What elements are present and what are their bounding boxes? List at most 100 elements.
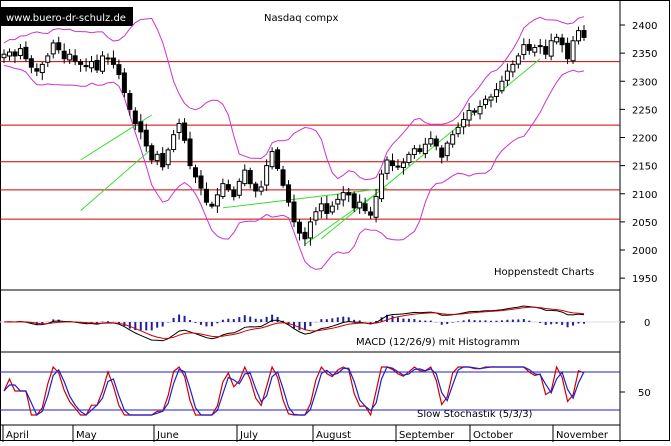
price-tick-label: 2000	[632, 246, 657, 257]
source-label-box	[0, 7, 133, 26]
candle-up	[335, 198, 341, 205]
candle-down	[351, 193, 357, 209]
candle-down	[389, 160, 395, 167]
candle-up	[242, 169, 248, 185]
candle-down	[149, 145, 155, 161]
candle-up	[576, 30, 582, 42]
candle-up	[554, 36, 560, 43]
candle-down	[203, 188, 209, 203]
month-label: July	[239, 430, 258, 441]
candle-up	[499, 80, 505, 92]
chart-title: Nasdaq compx	[264, 13, 339, 24]
candle-down	[83, 65, 89, 68]
month-label: April	[6, 430, 29, 441]
candle-up	[373, 196, 379, 218]
candle-down	[225, 184, 231, 190]
macd-label: MACD (12/26/9) mit Histogramm	[356, 337, 520, 348]
candle-up	[329, 205, 335, 213]
candle-down	[537, 45, 543, 48]
candlesticks	[1, 25, 587, 247]
candle-up	[258, 186, 264, 192]
candle-up	[318, 203, 324, 212]
stoch-d-line	[3, 366, 585, 416]
candle-down	[247, 170, 253, 185]
candle-down	[439, 147, 445, 158]
candle-up	[357, 201, 363, 209]
candle-up	[532, 47, 538, 53]
month-axis: April May June July August September October No…	[0, 424, 620, 442]
candle-up	[466, 110, 472, 121]
trend-line	[304, 193, 377, 245]
candle-down	[472, 110, 478, 113]
candle-down	[127, 93, 133, 110]
candle-up	[67, 53, 73, 61]
candle-down	[368, 211, 374, 216]
candle-down	[138, 121, 144, 133]
candle-up	[99, 55, 105, 72]
macd-signal-line	[3, 306, 585, 339]
price-tick-label: 2200	[632, 134, 657, 145]
price-tick-label: 2050	[632, 218, 657, 229]
candle-up	[444, 142, 450, 157]
candle-down	[56, 42, 62, 51]
candle-down	[253, 183, 259, 192]
candle-down	[543, 46, 549, 55]
candle-up	[428, 138, 434, 145]
candle-down	[23, 46, 29, 60]
month-label: November	[556, 430, 609, 441]
candle-down	[94, 59, 100, 71]
candle-up	[214, 194, 220, 207]
macd-panel	[0, 305, 620, 342]
month-label: October	[473, 430, 514, 441]
candle-down	[61, 50, 67, 60]
candle-up	[264, 165, 270, 186]
stochastic-panel	[0, 365, 620, 417]
candle-up	[6, 51, 12, 57]
candle-up	[450, 134, 456, 145]
candle-down	[291, 201, 297, 223]
candle-up	[488, 96, 494, 101]
candle-up	[1, 53, 7, 59]
month-label: June	[156, 430, 179, 441]
price-tick-label: 2350	[632, 49, 657, 60]
candle-down	[193, 167, 199, 178]
month-label: May	[76, 430, 97, 441]
candle-down	[110, 57, 116, 65]
price-tick-label: 2300	[632, 77, 657, 88]
candle-up	[307, 221, 313, 239]
candle-down	[105, 57, 111, 60]
candle-up	[379, 173, 385, 200]
candle-up	[483, 98, 489, 105]
candle-down	[28, 58, 34, 68]
candle-down	[231, 189, 237, 198]
candle-up	[39, 63, 45, 74]
source-label: www.buero-dr-schulz.de	[6, 13, 126, 24]
candle-down	[526, 44, 532, 51]
stochastic-label: Slow Stochastik (5/3/3)	[417, 409, 533, 420]
candle-down	[160, 153, 166, 168]
candle-up	[154, 153, 160, 162]
candle-up	[45, 55, 51, 63]
candle-down	[362, 203, 368, 212]
candle-up	[504, 70, 510, 81]
candle-up	[384, 159, 390, 174]
candle-down	[296, 221, 302, 234]
price-tick-label: 2100	[632, 190, 657, 201]
candle-down	[565, 42, 571, 60]
price-tick-label: 2250	[632, 105, 657, 116]
price-tick-label: 2400	[632, 21, 657, 32]
candle-up	[400, 162, 406, 168]
candle-down	[182, 122, 188, 141]
candle-down	[275, 149, 281, 169]
candle-down	[121, 72, 127, 94]
candle-down	[12, 51, 18, 57]
lower-band-line	[3, 65, 585, 270]
candle-up	[548, 40, 554, 57]
candle-up	[510, 63, 516, 73]
candle-down	[559, 37, 565, 46]
credit-label: Hoppenstedt Charts	[494, 267, 594, 278]
month-label: September	[399, 430, 455, 441]
candle-up	[406, 153, 412, 164]
